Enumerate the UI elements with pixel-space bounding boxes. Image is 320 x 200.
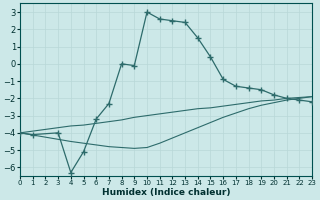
X-axis label: Humidex (Indice chaleur): Humidex (Indice chaleur) (102, 188, 230, 197)
